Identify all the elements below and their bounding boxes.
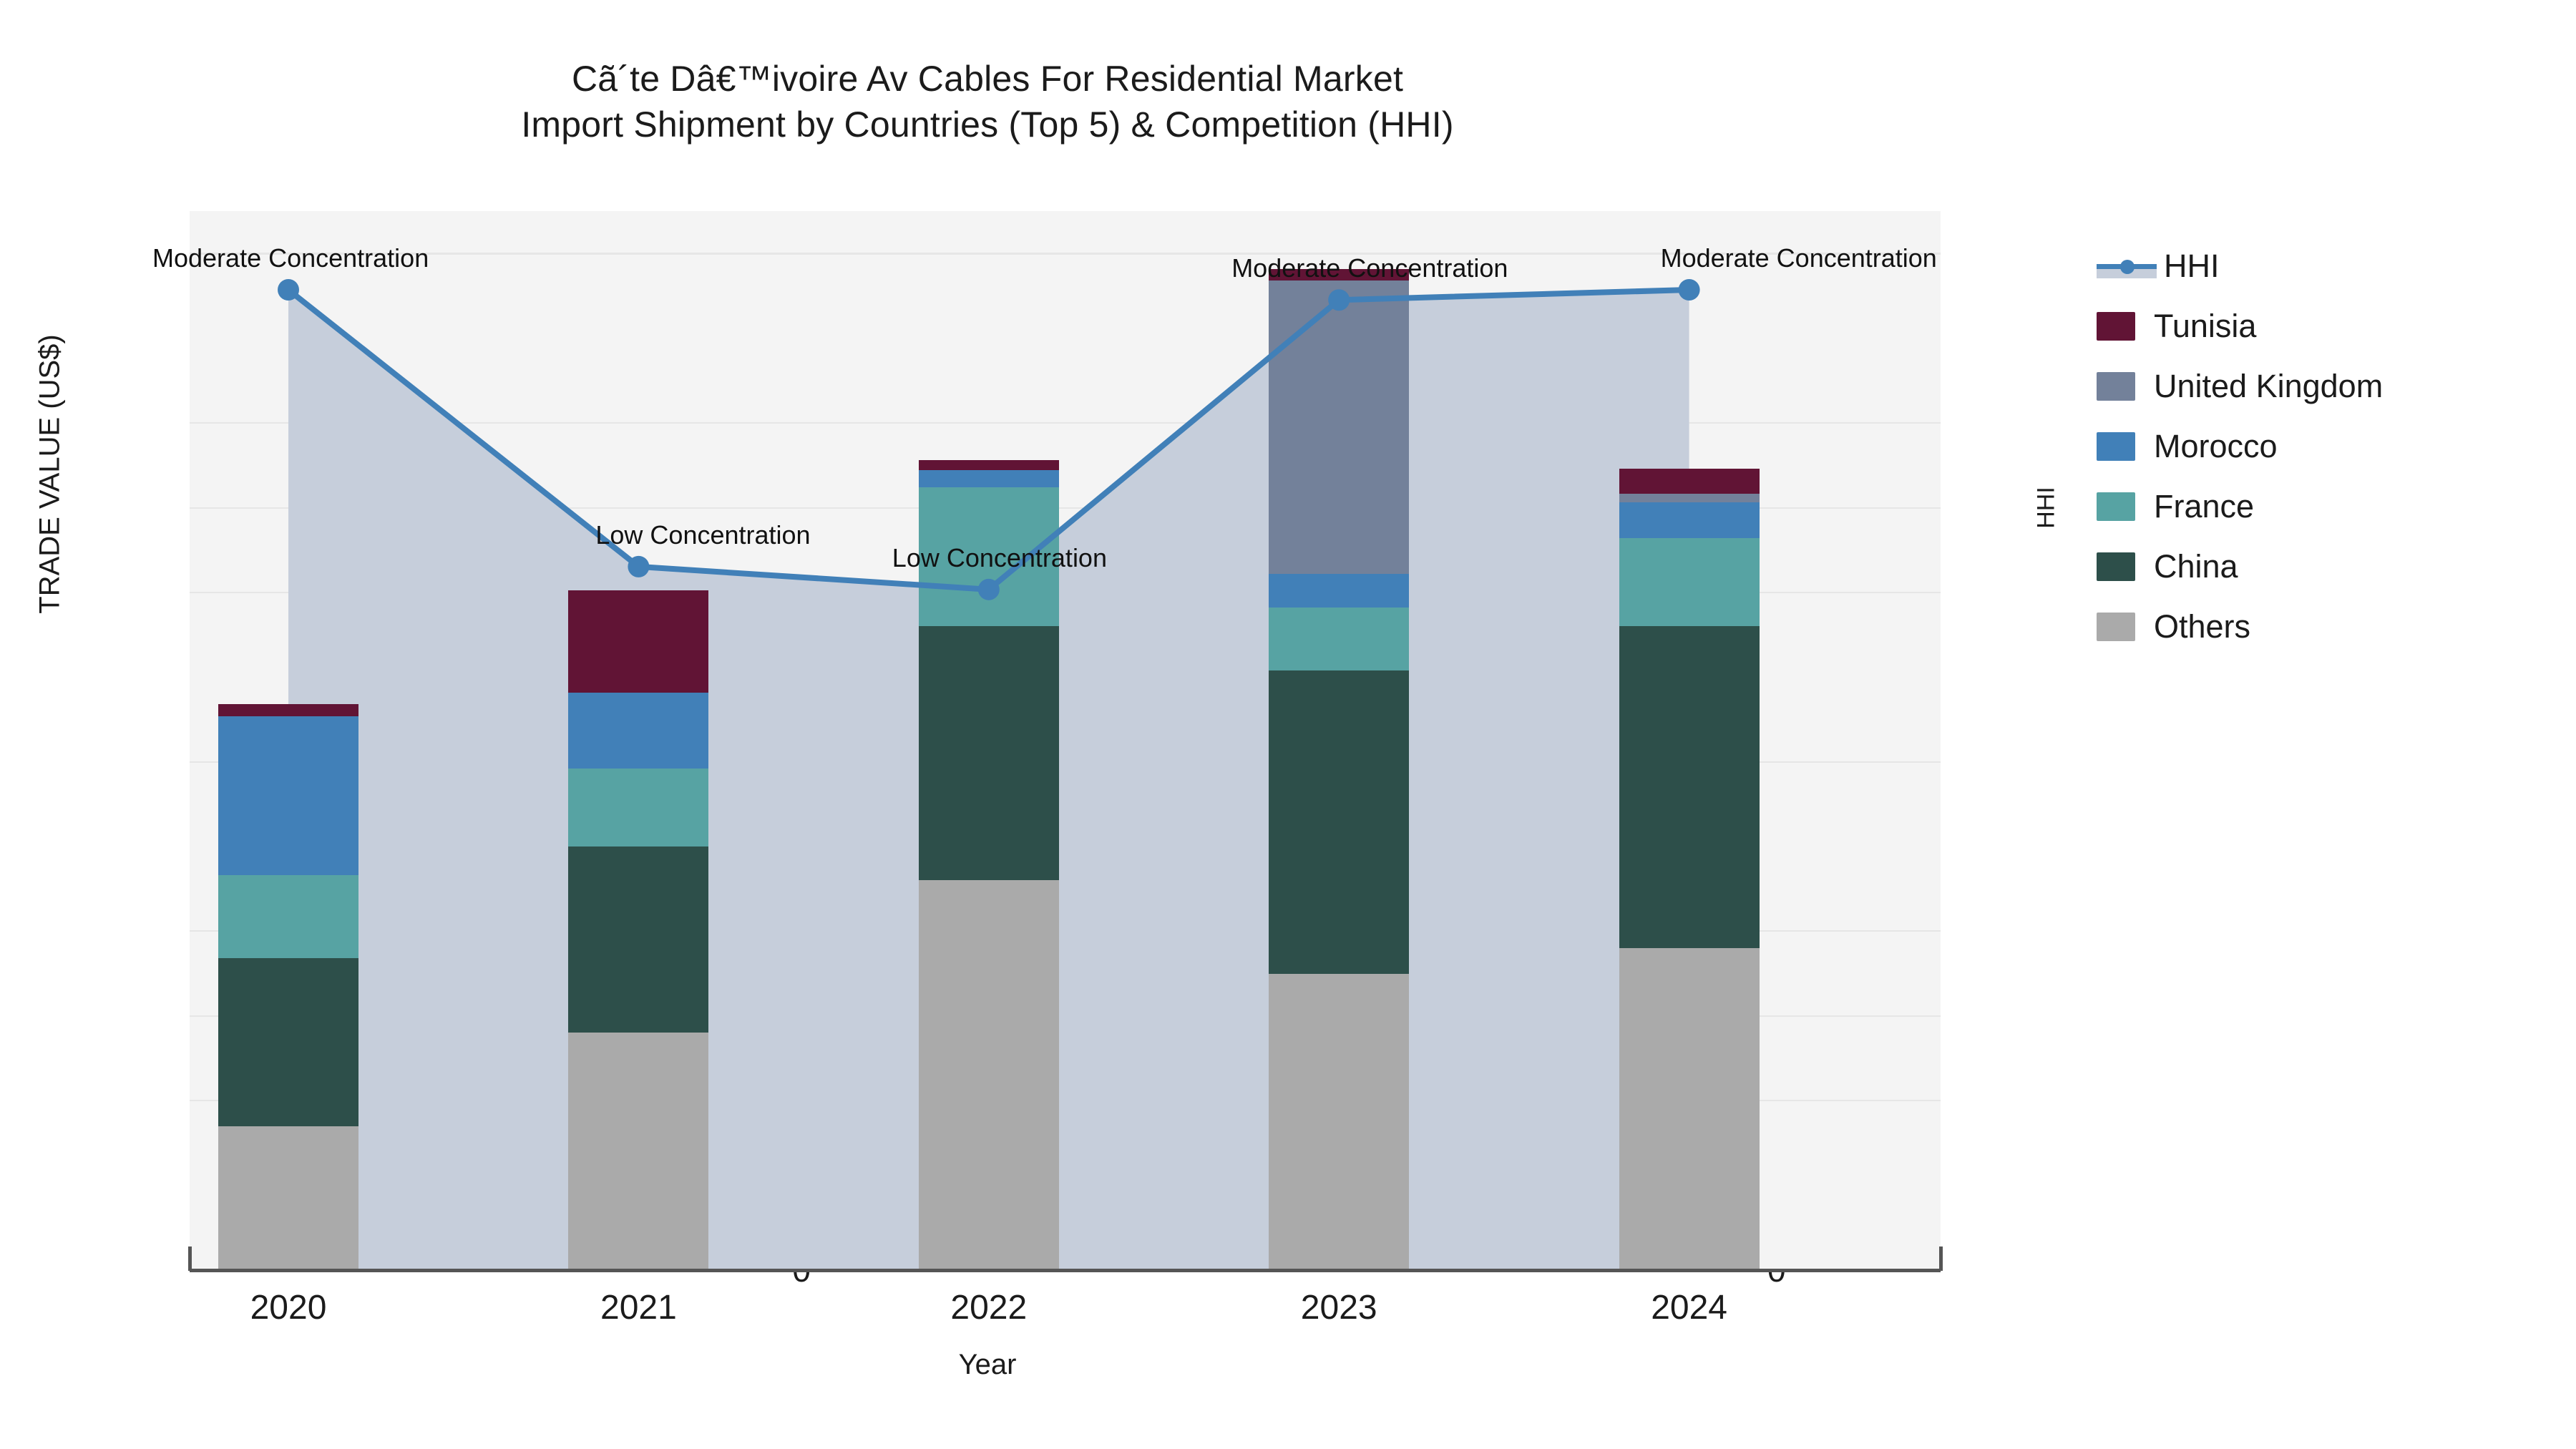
chart-title-line-1: Cã´te Dâ€™ivoire Av Cables For Residenti… xyxy=(571,59,1404,99)
gridline-right-2000 xyxy=(190,253,1941,255)
bar-segment-others-2020[interactable] xyxy=(218,1126,358,1270)
x-tick-2023: 2023 xyxy=(1300,1289,1377,1327)
legend-color-swatch xyxy=(2097,432,2135,461)
hhi-marker-2022[interactable] xyxy=(977,578,1000,600)
legend-item-label: France xyxy=(2154,488,2255,525)
bar-segment-others-2024[interactable] xyxy=(1619,948,1760,1270)
gridline-left-60M xyxy=(190,253,1941,255)
bar-segment-china-2021[interactable] xyxy=(568,847,709,1033)
bar-segment-france-2020[interactable] xyxy=(218,875,358,959)
bar-segment-france-2024[interactable] xyxy=(1619,538,1760,627)
bar-segment-tunisia-2020[interactable] xyxy=(218,704,358,716)
x-tick-2021: 2021 xyxy=(600,1289,677,1327)
x-axis-cap-right xyxy=(1939,1246,1943,1271)
annotation-2021: Low Concentration xyxy=(595,519,811,550)
legend-item-label: Tunisia xyxy=(2154,308,2257,344)
chart-title-line-2: Import Shipment by Countries (Top 5) & C… xyxy=(521,104,1454,145)
hhi-marker-2024[interactable] xyxy=(1678,279,1700,301)
hhi-marker-2020[interactable] xyxy=(278,279,299,301)
y-axis-left-label: TRADE VALUE (US$) xyxy=(34,334,66,614)
bar-segment-china-2022[interactable] xyxy=(918,626,1059,881)
bar-segment-united-kingdom-2023[interactable] xyxy=(1269,280,1410,574)
bar-segment-morocco-2020[interactable] xyxy=(218,716,358,876)
legend-item-tunisia[interactable]: Tunisia xyxy=(2097,296,2555,356)
legend-item-label: China xyxy=(2154,548,2238,585)
bar-segment-france-2021[interactable] xyxy=(568,769,709,847)
bar-segment-tunisia-2024[interactable] xyxy=(1619,468,1760,494)
legend-item-hhi[interactable]: HHI xyxy=(2097,236,2555,296)
legend-color-swatch xyxy=(2097,492,2135,521)
annotation-2020: Moderate Concentration xyxy=(152,243,429,273)
legend: HHI Tunisia United Kingdom Morocco France Chi… xyxy=(2097,236,2555,657)
legend-item-united-kingdom[interactable]: United Kingdom xyxy=(2097,356,2555,416)
chart-title: Cã´te Dâ€™ivoire Av Cables For Residenti… xyxy=(0,56,1975,147)
x-tick-2022: 2022 xyxy=(950,1289,1028,1327)
bar-segment-morocco-2021[interactable] xyxy=(568,692,709,769)
bar-segment-others-2022[interactable] xyxy=(918,880,1059,1270)
bar-segment-tunisia-2022[interactable] xyxy=(918,460,1059,471)
legend-dot-icon xyxy=(2120,260,2135,274)
legend-item-others[interactable]: Others xyxy=(2097,597,2555,657)
bar-segment-others-2023[interactable] xyxy=(1269,973,1410,1270)
legend-line-marker-icon xyxy=(2097,252,2157,280)
gridline-right-1500 xyxy=(190,507,1941,509)
x-tick-2024: 2024 xyxy=(1651,1289,1727,1327)
x-axis-baseline xyxy=(190,1269,1941,1272)
hhi-line-overlay xyxy=(278,279,1700,600)
bar-segment-china-2024[interactable] xyxy=(1619,626,1760,949)
bar-segment-china-2023[interactable] xyxy=(1269,670,1410,974)
bar-segment-others-2021[interactable] xyxy=(568,1033,709,1270)
legend-color-swatch xyxy=(2097,552,2135,581)
legend-item-morocco[interactable]: Morocco xyxy=(2097,416,2555,477)
gridline-left-50M xyxy=(190,422,1941,424)
x-axis-label: Year xyxy=(958,1349,1017,1380)
legend-item-label: Others xyxy=(2154,608,2251,645)
bar-segment-morocco-2022[interactable] xyxy=(918,470,1059,487)
bar-segment-tunisia-2021[interactable] xyxy=(568,590,709,693)
legend-item-label: Morocco xyxy=(2154,428,2278,464)
bar-segment-united-kingdom-2024[interactable] xyxy=(1619,494,1760,503)
bar-segment-morocco-2023[interactable] xyxy=(1269,573,1410,608)
hhi-marker-2023[interactable] xyxy=(1328,289,1350,311)
bar-segment-morocco-2024[interactable] xyxy=(1619,502,1760,538)
legend-color-swatch xyxy=(2097,372,2135,401)
annotation-2023: Moderate Concentration xyxy=(1231,253,1508,283)
legend-item-china[interactable]: China xyxy=(2097,537,2555,597)
annotation-2024: Moderate Concentration xyxy=(1660,243,1937,273)
bar-segment-china-2020[interactable] xyxy=(218,958,358,1126)
x-tick-2020: 2020 xyxy=(250,1289,327,1327)
hhi-marker-2021[interactable] xyxy=(628,555,650,577)
legend-item-label: United Kingdom xyxy=(2154,368,2384,404)
legend-item-label: HHI xyxy=(2164,248,2220,284)
legend-color-swatch xyxy=(2097,613,2135,641)
bar-segment-france-2022[interactable] xyxy=(918,487,1059,627)
x-axis-cap-left xyxy=(188,1246,192,1271)
y-axis-right-label: HHI xyxy=(2032,487,2060,529)
legend-color-swatch xyxy=(2097,312,2135,341)
bar-segment-france-2023[interactable] xyxy=(1269,608,1410,670)
legend-item-france[interactable]: France xyxy=(2097,477,2555,537)
bar-segment-tunisia-2023[interactable] xyxy=(1269,268,1410,281)
plot-area: Moderate Concentration Low Concentration L… xyxy=(152,211,1941,1271)
annotation-2022: Low Concentration xyxy=(892,542,1107,572)
